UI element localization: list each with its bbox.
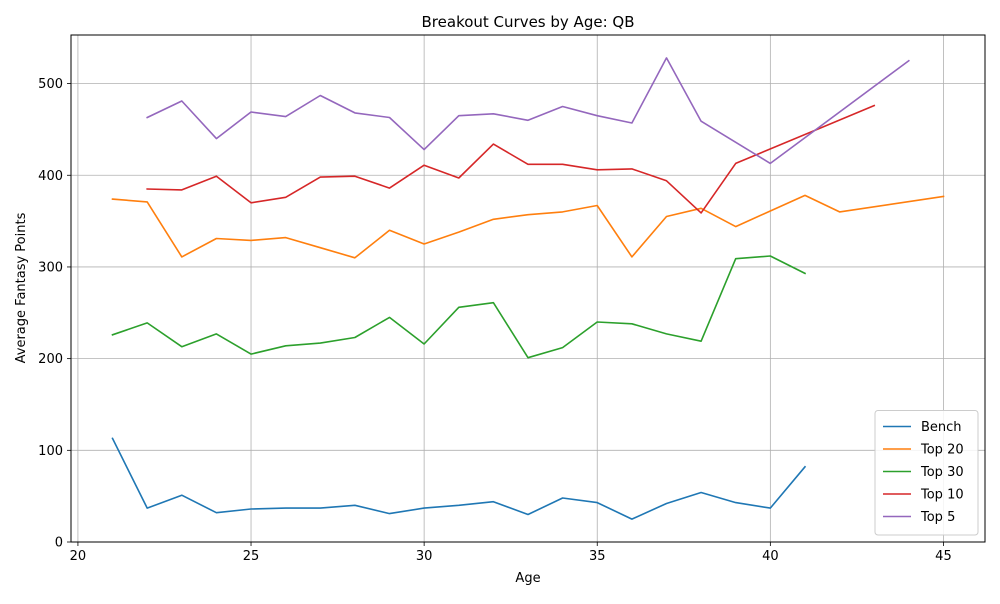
legend-label: Top 30 <box>920 465 964 480</box>
series-line-top-20 <box>111 194 945 259</box>
y-tick-label: 100 <box>38 444 63 459</box>
y-tick-label: 200 <box>38 352 63 367</box>
y-tick-label: 300 <box>38 260 63 275</box>
chart-title: Breakout Curves by Age: QB <box>422 13 635 31</box>
legend-box <box>874 410 979 536</box>
y-axis-label: Average Fantasy Points <box>14 212 29 363</box>
legend: Bench Top 20 Top 30 Top 10 Top 5 <box>874 410 979 536</box>
y-tick-label: 400 <box>38 169 63 184</box>
y-tick-label: 0 <box>55 536 63 551</box>
legend-label: Top 10 <box>920 488 964 503</box>
x-tick-label: 20 <box>70 549 87 564</box>
gridlines <box>71 35 985 543</box>
x-tick-label: 45 <box>935 549 952 564</box>
legend-label: Top 5 <box>920 510 955 525</box>
plot-frame <box>70 34 986 543</box>
x-tick-label: 30 <box>416 549 433 564</box>
x-axis-label: Age <box>515 571 540 586</box>
legend-label: Top 20 <box>920 443 964 458</box>
series-line-top-10 <box>146 104 876 214</box>
legend-label: Bench <box>921 420 962 435</box>
series-line-top-30 <box>111 255 807 359</box>
series-lines <box>111 57 945 520</box>
x-tick-label: 25 <box>243 549 260 564</box>
series-line-top-5 <box>146 57 910 165</box>
series-line-bench <box>111 437 807 520</box>
x-tick-label: 40 <box>762 549 779 564</box>
axis-ticks: 20 25 30 35 40 45 0 100 200 300 400 500 <box>38 77 952 564</box>
x-tick-label: 35 <box>589 549 606 564</box>
y-tick-label: 500 <box>38 77 63 92</box>
